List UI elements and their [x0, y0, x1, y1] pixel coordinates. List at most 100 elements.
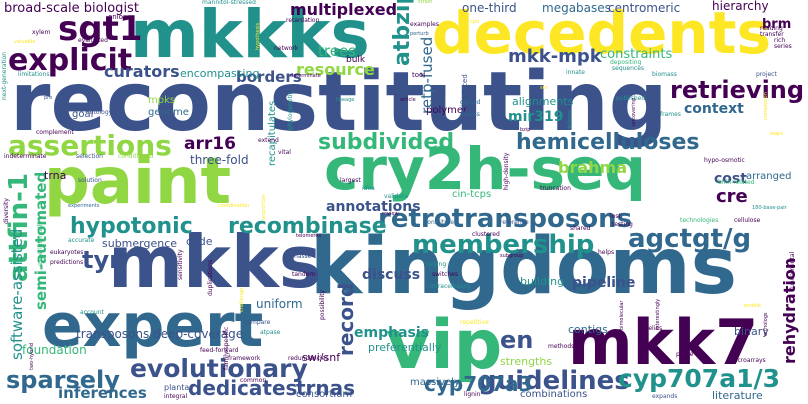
- word-idea: idea: [362, 185, 375, 192]
- word-diversity: diversity: [3, 198, 10, 224]
- word-constraints: constraints: [600, 47, 673, 62]
- word-depositing: depositing: [610, 59, 642, 66]
- word-constitutes: constitutes: [424, 219, 458, 226]
- word-onion: onion: [108, 13, 128, 21]
- word-family-specific: family-specific: [223, 326, 230, 370]
- word-accurate: accurate: [68, 237, 95, 244]
- word-two-hybrid: two-hybrid: [29, 343, 35, 370]
- word-bulk: bulk: [346, 55, 366, 65]
- word-building: building: [520, 275, 565, 288]
- word-review: review: [382, 211, 399, 217]
- word-feed-forward: feed-forward: [200, 347, 239, 354]
- word-contigs: contigs: [568, 323, 608, 336]
- word-guidelines: guidelines: [478, 366, 630, 396]
- word-reference: reference: [500, 219, 529, 226]
- word-mannitol-stressed: mannitol-stressed: [202, 0, 256, 6]
- word-trna: trna: [44, 169, 67, 182]
- word-combinations: combinations: [520, 389, 588, 400]
- word-enable: enable: [744, 303, 761, 309]
- word-shared: shared: [570, 225, 591, 232]
- word-mkk-mpk: mkk-mpk: [508, 46, 602, 67]
- word-planta: planta: [164, 383, 190, 392]
- word-brm: brm: [762, 17, 792, 32]
- word-foundation: foundation: [22, 343, 87, 357]
- word-software-assisted: software-assisted: [8, 228, 26, 360]
- word-evolutionary: evolutionary: [130, 354, 308, 383]
- word-arranged: arranged: [746, 171, 792, 182]
- word-gained: gained: [460, 99, 481, 106]
- word-ser: ser: [540, 85, 548, 91]
- word-proportion: proportion: [261, 193, 267, 220]
- word-frames: frames: [660, 111, 681, 118]
- word-experiments: experiments: [68, 203, 100, 209]
- word-framework: framework: [228, 355, 261, 362]
- word-explicit: explicit: [8, 43, 133, 78]
- word-series: series: [774, 43, 792, 50]
- word-sparsely: sparsely: [6, 366, 120, 394]
- word-expert: expert: [42, 291, 264, 361]
- word-inferences: inferences: [58, 384, 147, 402]
- word-strain: strain: [418, 0, 433, 5]
- word-hypothesis: hypothesis: [255, 22, 261, 50]
- word-bzip: bzip: [520, 127, 531, 133]
- word-cry2h-seq: cry2h-seq: [324, 135, 646, 203]
- word-tandem: tandem: [292, 271, 316, 278]
- word-goal: goal: [72, 109, 94, 120]
- word-phylogenetic: phylogenetic: [287, 91, 294, 130]
- word-alignments: alignments: [512, 95, 574, 108]
- word-conditioned: conditioned: [118, 153, 154, 160]
- word-orthologs: orthologs: [763, 312, 769, 336]
- word-decedents: decedents: [432, 0, 771, 67]
- word-context: context: [684, 101, 744, 117]
- word-consortium: consortium: [296, 389, 353, 400]
- word-solution: solution: [78, 177, 102, 184]
- word-intracellularly: intracellularly: [430, 283, 472, 290]
- word-retardation: retardation: [286, 17, 320, 24]
- word-genome: genome: [148, 107, 189, 118]
- word-submergence: submergence: [102, 237, 178, 250]
- word-defence: defence: [567, 109, 573, 130]
- word-next-generation: next-generation: [1, 51, 8, 100]
- word-resource: resource: [296, 60, 375, 79]
- word-transfer: transfer: [760, 31, 784, 38]
- word-retrieving: retrieving: [670, 76, 805, 104]
- word-pro: pro: [44, 95, 53, 101]
- word-recombinase: recombinase: [228, 214, 387, 239]
- word-megabases: megabases: [542, 1, 611, 15]
- word-largest: largest: [340, 177, 361, 184]
- word-technologies: technologies: [680, 217, 719, 224]
- word-cyp707a3: cyp707a3: [424, 372, 533, 396]
- word-subdivided: subdivided: [318, 130, 455, 155]
- word-record: record: [334, 282, 358, 356]
- word-literature: literature: [712, 389, 763, 402]
- word-interestingly: interestingly: [655, 298, 661, 330]
- word-innate: innate: [566, 69, 585, 76]
- word-emphasis: emphasis: [354, 325, 429, 341]
- word-swi-snf: swi/snf: [302, 351, 341, 364]
- word-cyp707a1-3: cyp707a1/3: [618, 364, 780, 393]
- word-180-base-pair: 180-base-pair: [752, 205, 787, 211]
- word-uncovering: uncovering: [631, 98, 637, 126]
- word-hypo-osmotic: hypo-osmotic: [704, 157, 745, 164]
- word-integral: integral: [164, 393, 188, 400]
- word-hierarchy: hierarchy: [712, 0, 769, 13]
- word-preferentially: preferentially: [368, 341, 442, 354]
- word-borders: borders: [236, 68, 302, 86]
- word-assertions: assertions: [8, 129, 172, 162]
- word-agctgt-g: agctgt/g: [628, 224, 752, 254]
- word-assess: assess: [460, 111, 480, 118]
- word-retrotransposons: retrotransposons: [378, 204, 633, 234]
- word-tool: tool: [412, 71, 426, 79]
- word-methods: methods: [548, 343, 575, 350]
- word-testing: testing: [612, 221, 633, 228]
- word-cpd: cpd: [470, 19, 480, 25]
- word-lost: lost: [610, 213, 621, 220]
- word-arr16: arr16: [184, 134, 236, 154]
- word-extend: extend: [258, 137, 279, 144]
- word-sgt1: sgt1: [58, 9, 143, 49]
- word-published: published: [616, 95, 646, 102]
- word-sequences: sequences: [612, 65, 645, 72]
- word-massively: massively: [410, 377, 460, 388]
- word-centromeric: centromeric: [608, 1, 681, 15]
- word-curators: curators: [104, 62, 180, 81]
